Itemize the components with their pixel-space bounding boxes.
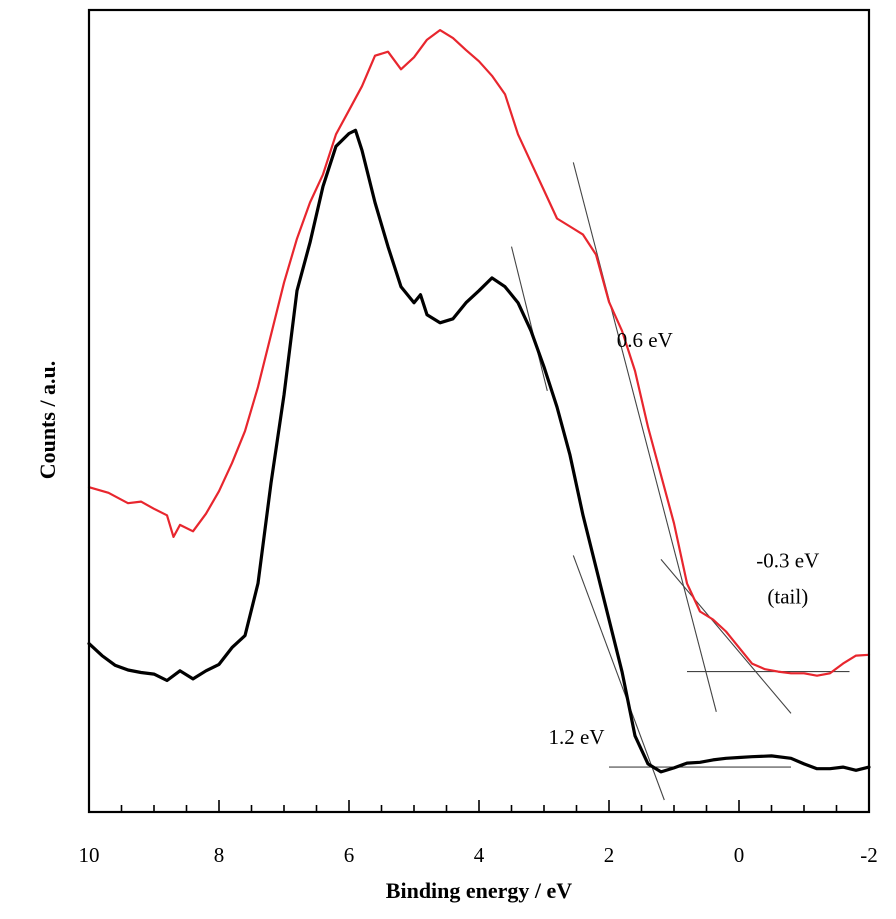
x-tick-label: -2 <box>860 843 878 867</box>
plot-layer: 0.6 eV -0.3 eV (tail) 1.2 eV <box>87 29 871 801</box>
y-axis-title: Counts / a.u. <box>35 361 60 480</box>
annotation-1: 0.6 eV <box>617 328 673 352</box>
annotation-3: (tail) <box>767 585 808 609</box>
series-line-black <box>87 128 871 774</box>
x-tick-label: 4 <box>474 843 485 867</box>
plot-frame <box>87 8 871 814</box>
x-tick-label: 2 <box>604 843 615 867</box>
guide-line-6 <box>572 555 665 801</box>
x-tick-label: 0 <box>734 843 745 867</box>
guide-line-1 <box>572 162 717 712</box>
annotation-4: 1.2 eV <box>549 725 605 749</box>
x-tick-label: 10 <box>79 843 100 867</box>
series-line-red <box>87 29 871 677</box>
annotation-2: -0.3 eV <box>756 548 819 572</box>
x-tick-label: 8 <box>214 843 225 867</box>
x-axis-ticks: 10 8 6 4 2 0 -2 <box>79 800 878 867</box>
x-axis-title: Binding energy / eV <box>386 878 573 903</box>
x-tick-label: 6 <box>344 843 355 867</box>
guide-line-3 <box>660 559 792 714</box>
guide-line-2 <box>510 246 548 392</box>
